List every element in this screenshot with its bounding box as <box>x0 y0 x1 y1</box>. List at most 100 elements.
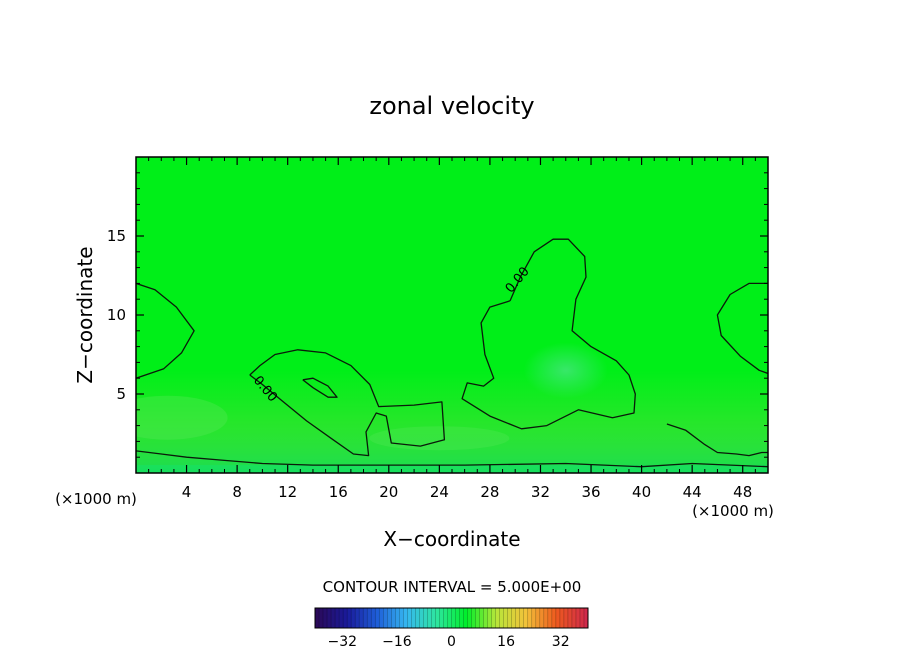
y-tick-label: 15 <box>107 227 126 245</box>
colorbar-cell <box>471 608 476 628</box>
colorbar-cell <box>375 608 380 628</box>
colorbar-cell <box>575 608 581 628</box>
colorbar-cell <box>423 608 428 628</box>
x-tick-label: 24 <box>430 483 449 501</box>
colorbar-cell <box>387 608 392 628</box>
colorbar-cell <box>579 608 585 628</box>
colorbar-cell <box>383 608 388 628</box>
colorbar-cell <box>347 608 352 628</box>
colorbar-cell <box>551 608 557 628</box>
colorbar-cell <box>327 608 332 628</box>
contour-interval-text: CONTOUR INTERVAL = 5.000E+00 <box>323 578 582 596</box>
colorbar-cell <box>555 608 561 628</box>
x-tick-label: 16 <box>329 483 348 501</box>
y-tick-label: 5 <box>116 385 126 403</box>
colorbar-cell <box>331 608 336 628</box>
colorbar-cell <box>335 608 340 628</box>
colorbar-cell <box>523 608 529 628</box>
colorbar-cell <box>467 608 472 628</box>
y-tick-label: 10 <box>107 306 126 324</box>
colorbar-cell <box>351 608 356 628</box>
field-lower-band <box>136 370 768 473</box>
colorbar-cell <box>499 608 505 628</box>
colorbar-cell <box>563 608 569 628</box>
colorbar-tick-label: 16 <box>497 634 515 650</box>
colorbar-cell <box>511 608 517 628</box>
colorbar-cell <box>547 608 553 628</box>
colorbar-cell <box>515 608 521 628</box>
zero-contour <box>249 349 446 457</box>
x-unit-left: (×1000 m) <box>55 490 137 508</box>
colorbar-cell <box>567 608 573 628</box>
colorbar: −32 −16 0 16 32 <box>314 607 589 650</box>
colorbar-cell <box>363 608 368 628</box>
colorbar-cell <box>463 608 468 628</box>
colorbar-tick-label: −32 <box>328 634 358 650</box>
zero-contour <box>716 282 768 375</box>
colorbar-cell <box>503 608 509 628</box>
colorbar-cell <box>527 608 533 628</box>
x-tick-label: 20 <box>379 483 398 501</box>
colorbar-cell <box>415 608 420 628</box>
zero-contour <box>666 423 768 457</box>
colorbar-cell <box>359 608 364 628</box>
x-tick-label: 40 <box>632 483 651 501</box>
x-tick-label: 4 <box>182 483 192 501</box>
x-tick-label: 44 <box>683 483 702 501</box>
colorbar-cell <box>443 608 448 628</box>
chart-title: zonal velocity <box>369 92 534 120</box>
colorbar-cell <box>435 608 440 628</box>
colorbar-cell <box>495 608 501 628</box>
colorbar-cell <box>583 608 589 628</box>
colorbar-cell <box>439 608 444 628</box>
colorbar-cell <box>343 608 348 628</box>
colorbar-cell <box>487 608 493 628</box>
x-tick-label: 12 <box>278 483 297 501</box>
colorbar-cell <box>379 608 384 628</box>
colorbar-tick-label: −16 <box>382 634 412 650</box>
colorbar-cell <box>543 608 549 628</box>
zero-contour <box>302 377 338 398</box>
colorbar-cell <box>315 608 320 628</box>
colorbar-cell <box>507 608 513 628</box>
colorbar-cell <box>531 608 537 628</box>
colorbar-cell <box>535 608 541 628</box>
colorbar-cell <box>339 608 344 628</box>
field-slower-region <box>136 395 228 440</box>
colorbar-cell <box>431 608 436 628</box>
colorbar-cell <box>411 608 416 628</box>
colorbar-cell <box>455 608 460 628</box>
colorbar-cell <box>519 608 525 628</box>
colorbar-cell <box>367 608 372 628</box>
x-axis-label: X−coordinate <box>383 527 520 551</box>
colorbar-cell <box>399 608 404 628</box>
colorbar-cell <box>571 608 577 628</box>
colorbar-cell <box>483 608 489 628</box>
velocity-field <box>136 157 768 473</box>
colorbar-cell <box>475 608 480 628</box>
colorbar-cell <box>479 608 485 628</box>
x-tick-label: 32 <box>531 483 550 501</box>
x-tick-label: 8 <box>232 483 242 501</box>
colorbar-cell <box>447 608 452 628</box>
field-faster-region <box>523 342 608 399</box>
x-tick-label: 36 <box>581 483 600 501</box>
colorbar-cell <box>403 608 408 628</box>
colorbar-cell <box>539 608 545 628</box>
colorbar-cell <box>371 608 376 628</box>
colorbar-cell <box>407 608 412 628</box>
zero-contour <box>136 282 195 379</box>
x-tick-label: 48 <box>733 483 752 501</box>
colorbar-cell <box>391 608 396 628</box>
x-tick-label: 28 <box>480 483 499 501</box>
contour-lines <box>136 238 768 468</box>
colorbar-cell <box>427 608 432 628</box>
zero-contour <box>461 238 636 430</box>
colorbar-cell <box>419 608 424 628</box>
zero-contour <box>136 450 768 468</box>
colorbar-cell <box>559 608 565 628</box>
colorbar-cell <box>355 608 360 628</box>
colorbar-tick-label: 0 <box>447 634 456 650</box>
